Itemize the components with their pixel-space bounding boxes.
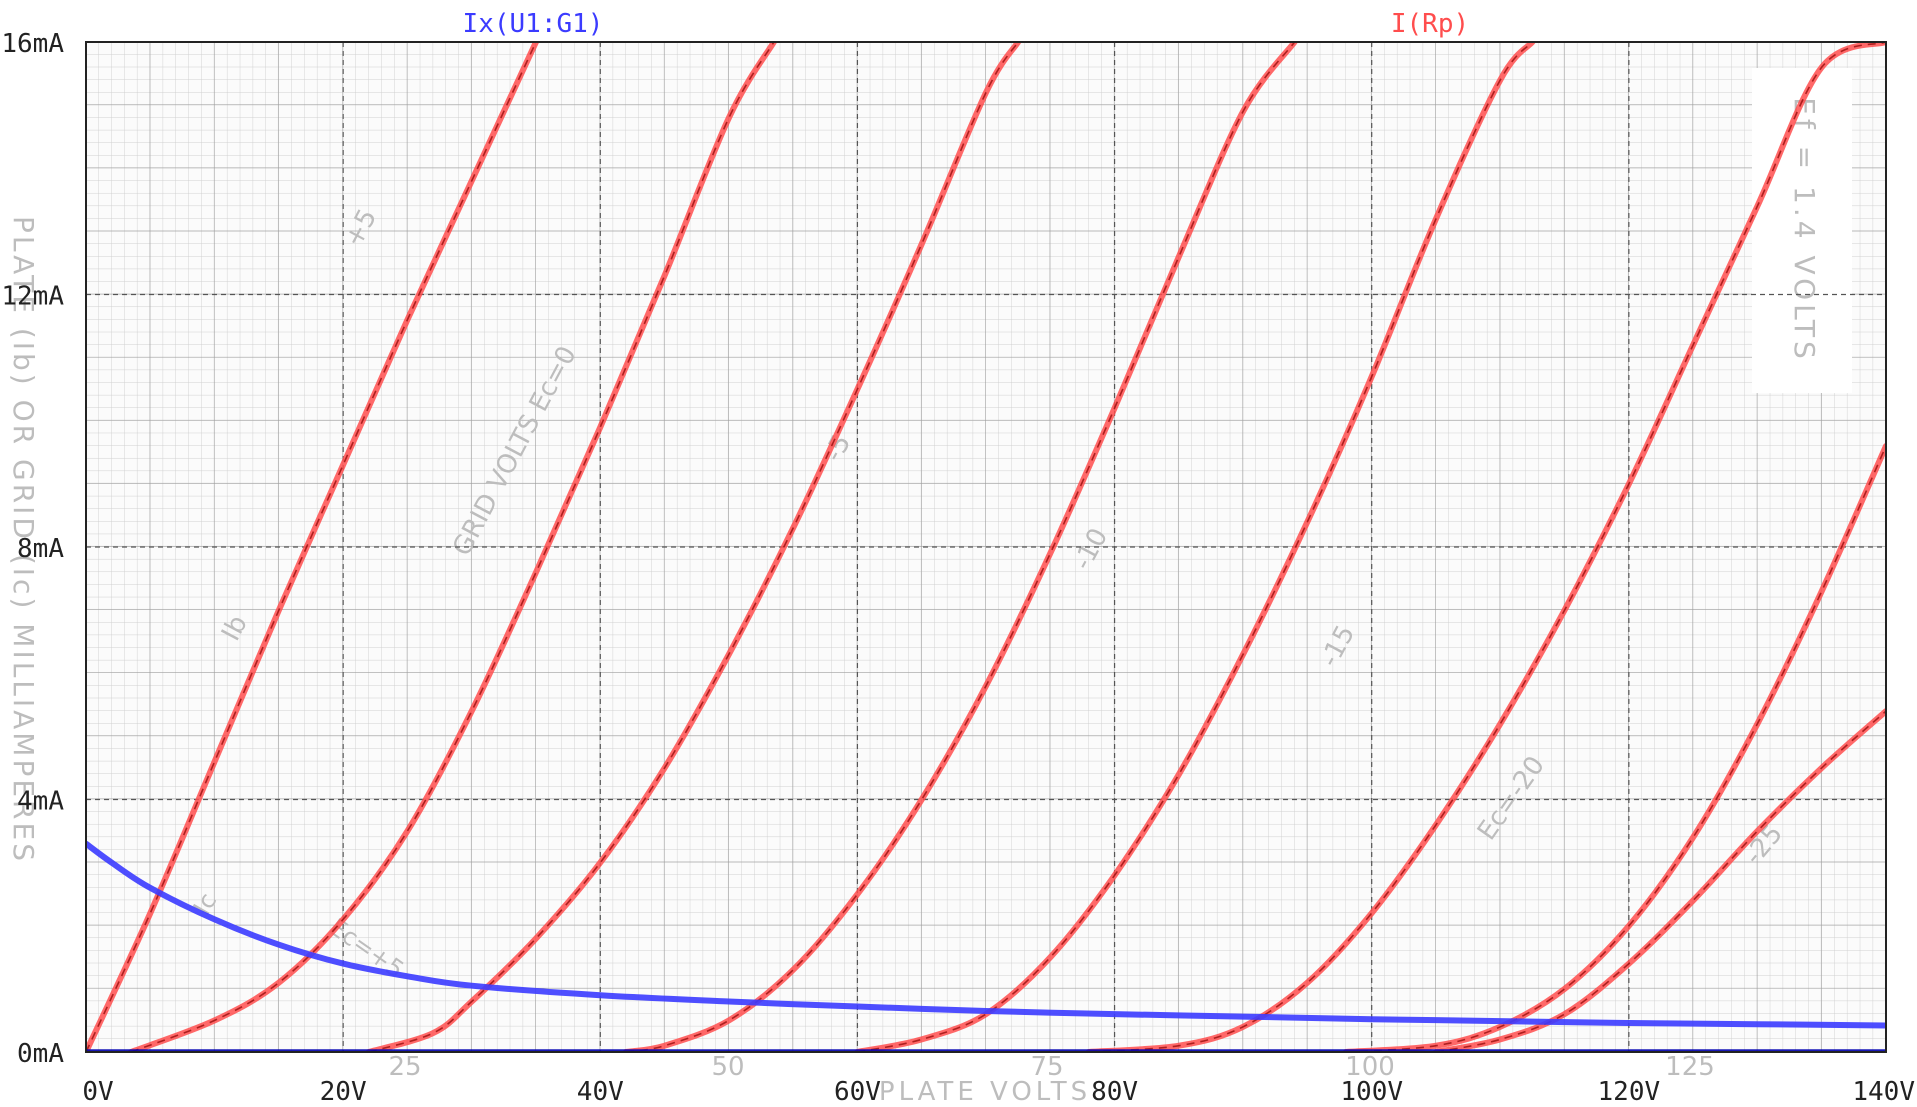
x-tick-label: 80V [1091, 1077, 1138, 1107]
scan-label-125: 125 [1665, 1052, 1715, 1082]
series-line-8 [86, 840, 1886, 1029]
y-axis: 0mA 4mA 8mA 12mA 16mA [1, 29, 64, 1069]
scan-label-75: 75 [1030, 1052, 1063, 1082]
series-core-0 [86, 42, 537, 1052]
y-tick-label: 0mA [17, 1039, 64, 1069]
series-core-3 [625, 42, 1296, 1052]
y-tick-label: 8mA [17, 534, 64, 564]
scan-label-50: 50 [711, 1052, 744, 1082]
legend-trace-label: Ix(U1:G1) [463, 9, 604, 39]
scan-plate-volts: PLATE VOLTS [879, 1077, 1091, 1107]
series-core-6 [1345, 445, 1886, 1052]
series-core-1 [130, 42, 775, 1052]
x-tick-label: 60V [834, 1077, 881, 1107]
legend-trace-label: I(Rp) [1391, 9, 1469, 39]
y-tick-label: 4mA [17, 787, 64, 817]
x-axis: 0V 20V 40V 60V 80V 100V 120V 140V [82, 1077, 1915, 1107]
scan-y-axis-title: PLATE (Ib) OR GRID (Ic) MILLIAMPERES [7, 216, 40, 864]
y-tick-label: 12mA [1, 282, 64, 312]
x-tick-label: 40V [577, 1077, 624, 1107]
trace-legend: Ix(U1:G1) I(Rp) [463, 9, 1470, 39]
x-tick-label: 120V [1598, 1077, 1661, 1107]
plot-area [86, 42, 1886, 1052]
plot-frame [85, 41, 1887, 1053]
scan-label-25: 25 [388, 1052, 421, 1082]
x-tick-label: 100V [1340, 1077, 1403, 1107]
x-tick-label: 140V [1852, 1077, 1915, 1107]
series-core-2 [368, 42, 1019, 1052]
scan-filament-note: Ef = 1.4 VOLTS [1788, 97, 1821, 363]
x-tick-label: 20V [320, 1077, 367, 1107]
x-tick-label: 0V [82, 1077, 113, 1107]
y-tick-label: 16mA [1, 29, 64, 59]
scan-label-100: 100 [1345, 1052, 1395, 1082]
series-core-7 [1435, 710, 1886, 1052]
